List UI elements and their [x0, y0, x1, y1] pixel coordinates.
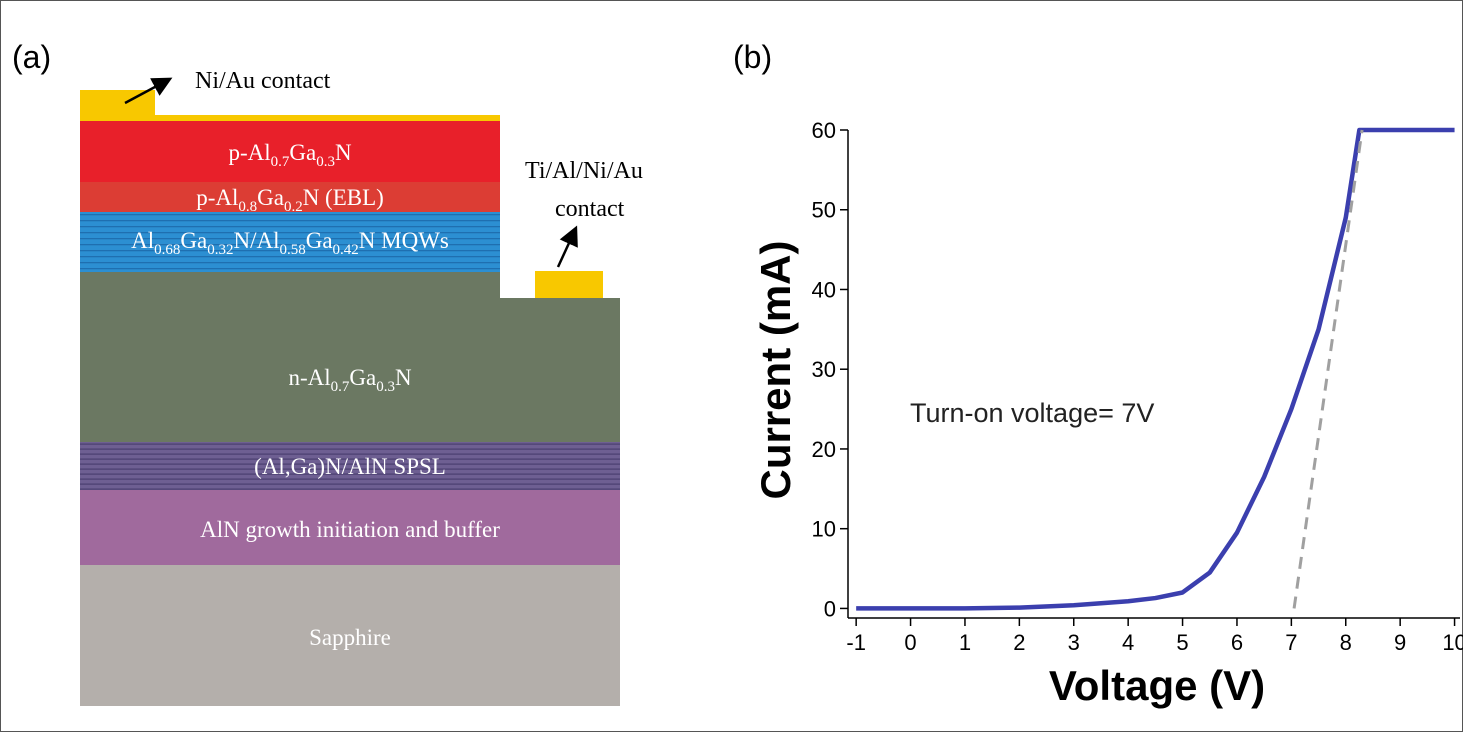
label-part: AlN growth initiation and buffer: [200, 517, 500, 542]
x-tick-label: 5: [1176, 630, 1188, 655]
arrow: [556, 225, 578, 268]
label-part: n-Al: [288, 365, 330, 390]
layer: [80, 442, 620, 490]
label-part: 0.3: [376, 379, 395, 395]
x-tick-label: 9: [1394, 630, 1406, 655]
label-part: p-Al: [196, 185, 238, 210]
contact-label: Ti/Al/Ni/Au: [525, 158, 643, 184]
label-part: (Al,Ga)N/AlN SPSL: [254, 454, 446, 479]
layer: [80, 565, 620, 706]
y-tick-label: 10: [812, 517, 836, 542]
label-part: 0.68: [154, 242, 180, 258]
label-part: N: [395, 365, 412, 390]
label-part: Ga: [289, 140, 316, 165]
label-part: 0.7: [271, 154, 290, 170]
layer: [80, 121, 500, 182]
label-part: 0.7: [331, 379, 350, 395]
label-part: N (EBL): [303, 185, 384, 210]
contact-label: Ni/Au contact: [195, 68, 331, 94]
layer: [80, 490, 620, 565]
y-tick-label: 0: [824, 596, 836, 621]
x-tick-label: -1: [846, 630, 866, 655]
panel-label: (a): [12, 39, 51, 75]
x-tick-label: 0: [904, 630, 916, 655]
layer: [80, 272, 620, 442]
x-tick-label: 1: [959, 630, 971, 655]
label-part: Ga: [349, 365, 376, 390]
label-part: p-Al: [228, 140, 270, 165]
y-tick-label: 20: [812, 437, 836, 462]
panel-label: (b): [733, 39, 772, 75]
iv-curve: [856, 127, 1455, 611]
label-part: 0.2: [284, 199, 303, 215]
label-part: 0.8: [238, 199, 257, 215]
label-part: N MQWs: [359, 228, 449, 253]
y-tick-label: 40: [812, 277, 836, 302]
layer-label: Sapphire: [309, 625, 391, 650]
label-part: Ga: [306, 228, 333, 253]
label-part: Sapphire: [309, 625, 391, 650]
y-tick-label: 60: [812, 118, 836, 143]
label-part: 0.32: [207, 242, 233, 258]
label-part: N: [335, 140, 352, 165]
x-tick-label: 2: [1013, 630, 1025, 655]
layer-label: Al0.68Ga0.32N/Al0.58Ga0.42N MQWs: [131, 228, 449, 258]
x-axis-label: Voltage (V): [1049, 662, 1265, 709]
panel-b: (b) Voltage (V) Current (mA) Turn-on vol…: [733, 39, 1463, 709]
x-tick-label: 6: [1231, 630, 1243, 655]
label-part: 0.3: [316, 154, 335, 170]
layer: [80, 212, 500, 274]
layer: [80, 182, 500, 212]
y-tick-label: 50: [812, 198, 836, 223]
x-tick-label: 10: [1442, 630, 1463, 655]
label-part: Ga: [257, 185, 284, 210]
label-part: Al: [131, 228, 154, 253]
fit-line: [1292, 129, 1364, 609]
label-part: Ga: [180, 228, 207, 253]
annotation: Turn-on voltage= 7V: [910, 398, 1154, 428]
x-tick-label: 7: [1285, 630, 1297, 655]
arrow: [124, 77, 173, 105]
label-part: 0.58: [279, 242, 305, 258]
layer-label: n-Al0.7Ga0.3N: [288, 365, 412, 395]
x-tick-label: 3: [1068, 630, 1080, 655]
layer-label: p-Al0.7Ga0.3N: [228, 140, 352, 170]
contact-label: contact: [555, 196, 625, 222]
layer-label: (Al,Ga)N/AlN SPSL: [254, 454, 446, 479]
contact-strip: [80, 115, 500, 122]
panel-a: (a) Ni/Au contact Ti/Al/Ni/Au contact p-…: [12, 39, 643, 706]
y-axis-label: Current (mA): [752, 241, 799, 500]
layer-label: p-Al0.8Ga0.2N (EBL): [196, 185, 384, 215]
x-tick-label: 8: [1340, 630, 1352, 655]
layer-label: AlN growth initiation and buffer: [200, 517, 500, 542]
label-part: 0.42: [333, 242, 359, 258]
label-part: N/Al: [233, 228, 279, 253]
y-tick-label: 30: [812, 357, 836, 382]
x-tick-label: 4: [1122, 630, 1134, 655]
contact: [535, 271, 603, 298]
